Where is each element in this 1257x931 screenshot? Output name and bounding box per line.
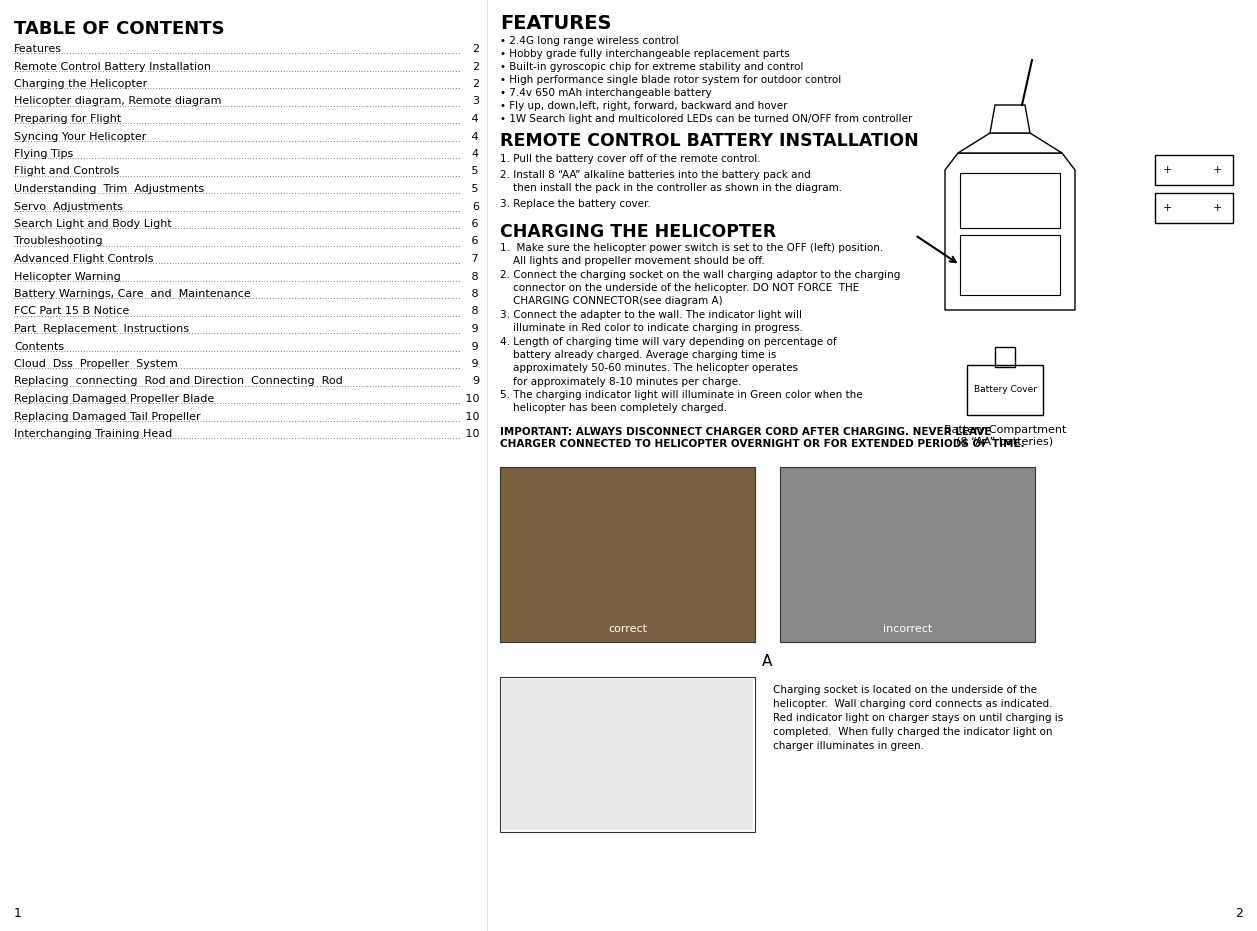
Text: 4: 4 [471,149,479,159]
Text: 10: 10 [461,394,479,404]
Polygon shape [991,105,1029,133]
Bar [967,365,1043,415]
Text: Syncing Your Helicopter: Syncing Your Helicopter [14,131,146,142]
Polygon shape [958,133,1062,153]
Text: 2: 2 [471,79,479,89]
Text: Search Light and Body Light: Search Light and Body Light [14,219,172,229]
Bar [996,347,1014,367]
Text: • 7.4v 650 mAh interchangeable battery: • 7.4v 650 mAh interchangeable battery [500,88,711,98]
Text: Charging socket is located on the underside of the
helicopter.  Wall charging co: Charging socket is located on the unders… [773,685,1063,751]
Text: Preparing for Flight: Preparing for Flight [14,114,121,124]
Text: Replacing Damaged Tail Propeller: Replacing Damaged Tail Propeller [14,412,201,422]
Text: +: + [1163,165,1172,175]
Text: Battery Compartment
(8 “AA” batteries): Battery Compartment (8 “AA” batteries) [944,425,1066,447]
Text: 2. Install 8 “AA” alkaline batteries into the battery pack and
    then install : 2. Install 8 “AA” alkaline batteries int… [500,170,842,194]
Text: 1: 1 [14,907,21,920]
Text: A: A [762,654,773,669]
Text: Cloud  Dss  Propeller  System: Cloud Dss Propeller System [14,359,177,369]
Text: • Built-in gyroscopic chip for extreme stability and control: • Built-in gyroscopic chip for extreme s… [500,62,803,72]
Text: IMPORTANT: ALWAYS DISCONNECT CHARGER CORD AFTER CHARGING. NEVER LEAVE
CHARGER CO: IMPORTANT: ALWAYS DISCONNECT CHARGER COR… [500,427,1024,450]
Text: Flight and Controls: Flight and Controls [14,167,119,177]
Text: +: + [1212,203,1222,213]
Text: Helicopter diagram, Remote diagram: Helicopter diagram, Remote diagram [14,97,221,106]
Text: 5. The charging indicator light will illuminate in Green color when the
    heli: 5. The charging indicator light will ill… [500,390,862,413]
Text: 6: 6 [469,236,479,247]
Text: 7: 7 [469,254,479,264]
Text: 9: 9 [469,359,479,369]
Text: 5: 5 [469,184,479,194]
Text: 2: 2 [471,61,479,72]
Text: • High performance single blade rotor system for outdoor control: • High performance single blade rotor sy… [500,75,841,85]
Text: • Hobby grade fully interchangeable replacement parts: • Hobby grade fully interchangeable repl… [500,49,789,59]
Text: Contents: Contents [14,342,64,352]
Polygon shape [945,153,1075,310]
Text: Interchanging Training Head: Interchanging Training Head [14,429,172,439]
Text: Advanced Flight Controls: Advanced Flight Controls [14,254,153,264]
Text: 5: 5 [469,167,479,177]
Text: 4: 4 [469,131,479,142]
Text: • 1W Search light and multicolored LEDs can be turned ON/OFF from controller: • 1W Search light and multicolored LEDs … [500,114,913,124]
Text: correct: correct [608,624,647,634]
Text: Replacing Damaged Propeller Blade: Replacing Damaged Propeller Blade [14,394,214,404]
Text: 6: 6 [471,201,479,211]
Text: • Fly up, down,left, right, forward, backward and hover: • Fly up, down,left, right, forward, bac… [500,101,787,111]
Text: 2: 2 [1236,907,1243,920]
Text: Part  Replacement  Instructions: Part Replacement Instructions [14,324,189,334]
Text: TABLE OF CONTENTS: TABLE OF CONTENTS [14,20,225,38]
Text: +: + [1163,203,1172,213]
Text: REMOTE CONTROL BATTERY INSTALLATION: REMOTE CONTROL BATTERY INSTALLATION [500,132,919,150]
Text: Troubleshooting: Troubleshooting [14,236,103,247]
Text: +: + [1212,165,1222,175]
Text: 9: 9 [469,342,479,352]
Text: 10: 10 [461,429,479,439]
Bar [500,677,755,832]
Text: 3. Replace the battery cover.: 3. Replace the battery cover. [500,199,651,209]
Text: • 2.4G long range wireless control: • 2.4G long range wireless control [500,36,679,46]
Text: Replacing  connecting  Rod and Direction  Connecting  Rod: Replacing connecting Rod and Direction C… [14,376,343,386]
Text: 1.  Make sure the helicopter power switch is set to the OFF (left) position.
   : 1. Make sure the helicopter power switch… [500,243,884,266]
Bar [500,467,755,642]
Text: 6: 6 [469,219,479,229]
Text: Understanding  Trim  Adjustments: Understanding Trim Adjustments [14,184,204,194]
Text: 3. Connect the adapter to the wall. The indicator light will
    illuminate in R: 3. Connect the adapter to the wall. The … [500,310,803,333]
Text: Charging the Helicopter: Charging the Helicopter [14,79,147,89]
Bar [960,235,1060,295]
Text: 1. Pull the battery cover off of the remote control.: 1. Pull the battery cover off of the rem… [500,154,760,164]
Text: Battery Cover: Battery Cover [973,385,1037,395]
Text: 2. Connect the charging socket on the wall charging adaptor to the charging
    : 2. Connect the charging socket on the wa… [500,270,900,306]
Text: Helicopter Warning: Helicopter Warning [14,272,121,281]
Text: FCC Part 15 B Notice: FCC Part 15 B Notice [14,306,129,317]
Text: incorrect: incorrect [882,624,933,634]
Text: Servo  Adjustments: Servo Adjustments [14,201,123,211]
Text: CHARGING THE HELICOPTER: CHARGING THE HELICOPTER [500,223,777,241]
Bar [1155,193,1233,223]
Text: 8: 8 [469,306,479,317]
Bar [960,173,1060,228]
Text: FEATURES: FEATURES [500,14,611,33]
Bar [1155,155,1233,185]
Text: 2: 2 [471,44,479,54]
Text: 10: 10 [461,412,479,422]
Text: 8: 8 [469,289,479,299]
Text: Remote Control Battery Installation: Remote Control Battery Installation [14,61,211,72]
Text: 4: 4 [469,114,479,124]
Text: Features: Features [14,44,62,54]
Text: Flying Tips: Flying Tips [14,149,73,159]
Text: 8: 8 [469,272,479,281]
Text: 3: 3 [471,97,479,106]
Text: 9: 9 [469,324,479,334]
Text: 9: 9 [471,376,479,386]
Bar [781,467,1035,642]
Text: Battery Warnings, Care  and  Maintenance: Battery Warnings, Care and Maintenance [14,289,250,299]
Bar [502,679,753,830]
Text: 4. Length of charging time will vary depending on percentage of
    battery alre: 4. Length of charging time will vary dep… [500,337,837,386]
